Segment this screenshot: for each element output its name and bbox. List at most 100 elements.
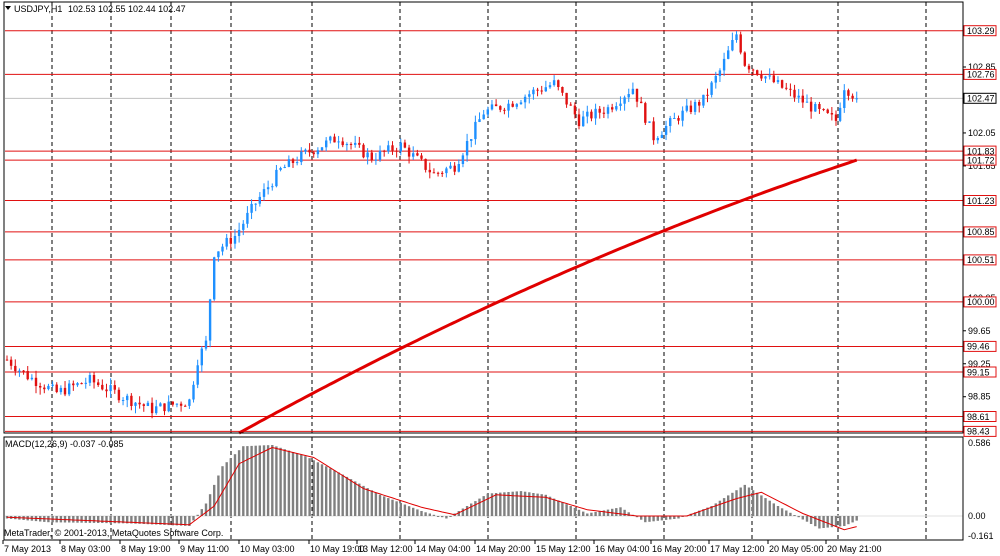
- triangle-down-icon[interactable]: [5, 6, 11, 10]
- candle-body: [34, 377, 38, 386]
- candle-body: [830, 113, 834, 115]
- candle-body: [611, 107, 614, 110]
- macd-histogram-bar: [826, 516, 829, 528]
- macd-histogram-bar: [772, 503, 775, 516]
- time-tick-label: 16 May 20:00: [652, 544, 707, 554]
- macd-histogram-bar: [710, 506, 713, 516]
- macd-tick-label: 0.00: [968, 511, 986, 521]
- macd-histogram-bar: [295, 453, 299, 516]
- macd-histogram-bar: [582, 511, 585, 516]
- macd-histogram-bar: [200, 509, 203, 516]
- level-price-label: 100.00: [967, 297, 995, 307]
- candle-body: [150, 402, 154, 414]
- candle-body: [445, 168, 448, 174]
- macd-histogram-bar: [304, 456, 307, 516]
- candle-body: [606, 107, 610, 114]
- candle-body: [557, 80, 560, 87]
- candle-body: [266, 187, 270, 190]
- candle-body: [436, 172, 440, 174]
- level-price-label: 100.85: [967, 227, 995, 237]
- candle-body: [785, 87, 788, 89]
- macd-histogram-bar: [325, 466, 328, 516]
- macd-histogram-bar: [320, 464, 324, 516]
- candle-body: [470, 139, 473, 141]
- candle-body: [511, 103, 514, 107]
- candle-body: [805, 101, 809, 103]
- candle-body: [428, 169, 431, 173]
- macd-histogram-bar: [760, 495, 763, 516]
- macd-histogram-bar: [847, 516, 850, 525]
- candle-body: [275, 169, 278, 187]
- macd-histogram-bar: [80, 516, 83, 523]
- macd-histogram-bar: [407, 506, 411, 516]
- candle-body: [561, 87, 564, 93]
- macd-histogram-bar: [159, 516, 162, 525]
- macd-histogram-bar: [809, 516, 813, 524]
- horizontal-level-lines[interactable]: [5, 30, 963, 432]
- macd-histogram-bar: [142, 516, 145, 524]
- time-tick-label: 8 May 03:00: [61, 544, 111, 554]
- candle-body: [126, 395, 129, 401]
- candle-body: [412, 153, 415, 157]
- candle-body: [544, 87, 547, 92]
- candle-body: [548, 85, 552, 88]
- candle-body: [482, 114, 485, 120]
- candle-body: [30, 377, 34, 380]
- candle-body: [105, 389, 108, 392]
- macd-histogram-bar: [544, 494, 547, 516]
- macd-histogram-bar: [494, 493, 498, 516]
- ohlc-readout: 102.53 102.55 102.44 102.47: [68, 4, 186, 14]
- macd-histogram-bar: [664, 516, 668, 520]
- macd-histogram-bar: [225, 462, 228, 516]
- macd-histogram-bar: [308, 458, 311, 516]
- candle-body: [358, 142, 361, 145]
- candle-body: [689, 105, 693, 112]
- time-tick-label: 20 May 21:00: [827, 544, 882, 554]
- candle-body: [677, 118, 680, 121]
- candle-body: [192, 384, 195, 400]
- candle-body: [648, 121, 651, 123]
- candle-body: [72, 383, 75, 386]
- candle-body: [101, 384, 104, 390]
- candle-body: [84, 382, 87, 384]
- macd-histogram-bar: [416, 509, 419, 516]
- candle-body: [523, 96, 527, 103]
- macd-histogram-bar: [577, 509, 581, 516]
- macd-histogram-bar: [482, 496, 485, 516]
- candle-body: [325, 140, 328, 148]
- macd-histogram-bar: [217, 475, 220, 516]
- price-tick-label: 98.85: [968, 392, 991, 402]
- macd-histogram-bar: [619, 507, 622, 516]
- candle-body: [229, 237, 232, 244]
- macd-histogram-bar: [851, 516, 854, 523]
- macd-histogram-bar: [312, 460, 315, 516]
- macd-histogram-bar: [598, 511, 601, 516]
- macd-histogram-bar: [76, 516, 79, 523]
- candle-body: [751, 69, 755, 71]
- macd-histogram-bar: [441, 516, 444, 518]
- level-price-label: 103.29: [967, 26, 995, 36]
- macd-histogram-bar: [735, 490, 738, 516]
- time-tick-label: 20 May 05:00: [769, 544, 824, 554]
- macd-histogram-bar: [855, 516, 858, 521]
- macd-histogram-bar: [465, 506, 469, 516]
- macd-histogram-bar: [287, 450, 291, 516]
- candle-body: [39, 386, 42, 388]
- grid-lines: [51, 2, 927, 540]
- candle-body: [76, 383, 79, 386]
- moving-average-line: [238, 158, 858, 435]
- candle-body: [826, 109, 829, 113]
- macd-histogram-bar: [457, 511, 460, 516]
- candle-body: [349, 144, 353, 145]
- macd-histogram-bar: [92, 516, 96, 523]
- macd-histogram-bar: [552, 498, 556, 516]
- macd-histogram-bar: [387, 498, 390, 516]
- candle-body: [146, 402, 150, 406]
- candle-body: [797, 95, 800, 98]
- macd-histogram-bar: [188, 516, 191, 526]
- macd-histogram-bar: [727, 495, 730, 516]
- candle-body: [594, 108, 597, 119]
- candle-body: [366, 152, 369, 158]
- candle-body: [59, 387, 63, 393]
